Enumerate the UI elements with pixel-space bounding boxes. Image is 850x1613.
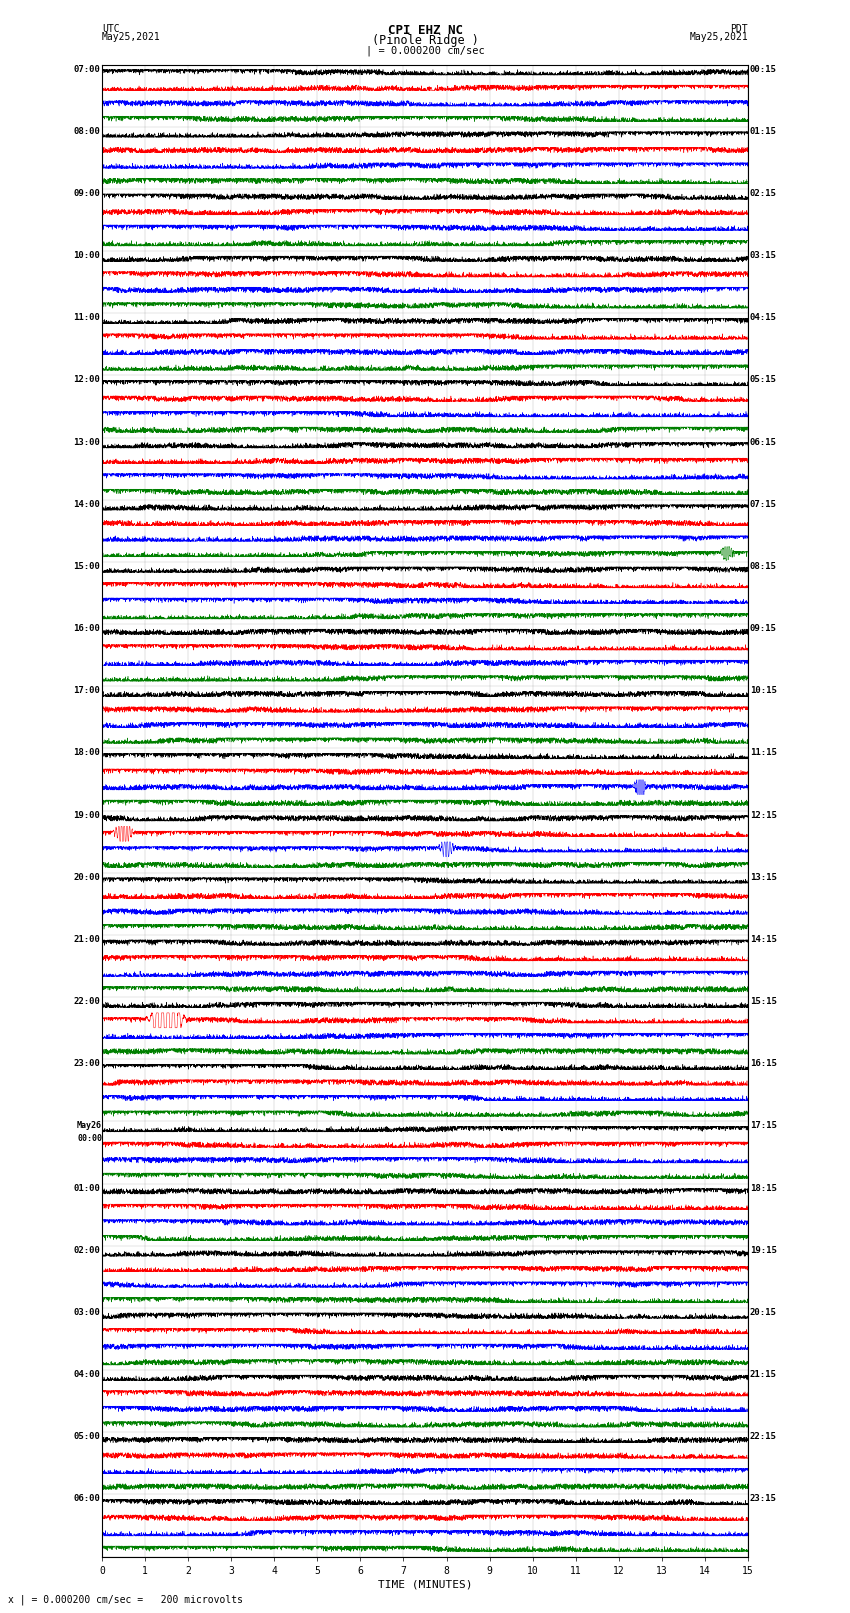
Text: x | = 0.000200 cm/sec =   200 microvolts: x | = 0.000200 cm/sec = 200 microvolts xyxy=(8,1594,243,1605)
Text: May25,2021: May25,2021 xyxy=(102,32,161,42)
Text: 08:15: 08:15 xyxy=(750,561,777,571)
Text: 02:15: 02:15 xyxy=(750,189,777,198)
Text: 08:00: 08:00 xyxy=(73,127,100,135)
Text: 04:00: 04:00 xyxy=(73,1369,100,1379)
Text: 01:15: 01:15 xyxy=(750,127,777,135)
Text: 16:00: 16:00 xyxy=(73,624,100,632)
Text: (Pinole Ridge ): (Pinole Ridge ) xyxy=(371,34,479,47)
Text: 13:15: 13:15 xyxy=(750,873,777,882)
Text: 22:00: 22:00 xyxy=(73,997,100,1007)
Text: 05:15: 05:15 xyxy=(750,376,777,384)
Text: 10:15: 10:15 xyxy=(750,686,777,695)
Text: 04:15: 04:15 xyxy=(750,313,777,323)
Text: UTC: UTC xyxy=(102,24,120,34)
Text: | = 0.000200 cm/sec: | = 0.000200 cm/sec xyxy=(366,45,484,56)
Text: 21:15: 21:15 xyxy=(750,1369,777,1379)
Text: 07:15: 07:15 xyxy=(750,500,777,508)
Text: 15:00: 15:00 xyxy=(73,561,100,571)
Text: 00:00: 00:00 xyxy=(77,1134,102,1144)
Text: 22:15: 22:15 xyxy=(750,1432,777,1440)
Text: 06:00: 06:00 xyxy=(73,1494,100,1503)
Text: 15:15: 15:15 xyxy=(750,997,777,1007)
Text: PDT: PDT xyxy=(730,24,748,34)
Text: 23:15: 23:15 xyxy=(750,1494,777,1503)
Text: May26: May26 xyxy=(77,1121,102,1131)
Text: 18:00: 18:00 xyxy=(73,748,100,758)
Text: 00:15: 00:15 xyxy=(750,65,777,74)
Text: 21:00: 21:00 xyxy=(73,936,100,944)
Text: 10:00: 10:00 xyxy=(73,252,100,260)
Text: 12:15: 12:15 xyxy=(750,810,777,819)
Text: 05:00: 05:00 xyxy=(73,1432,100,1440)
Text: 23:00: 23:00 xyxy=(73,1060,100,1068)
Text: 03:15: 03:15 xyxy=(750,252,777,260)
Text: 06:15: 06:15 xyxy=(750,437,777,447)
Text: 13:00: 13:00 xyxy=(73,437,100,447)
Text: 02:00: 02:00 xyxy=(73,1245,100,1255)
Text: May25,2021: May25,2021 xyxy=(689,32,748,42)
Text: 18:15: 18:15 xyxy=(750,1184,777,1192)
Text: 09:00: 09:00 xyxy=(73,189,100,198)
Text: 14:15: 14:15 xyxy=(750,936,777,944)
Text: 20:15: 20:15 xyxy=(750,1308,777,1316)
Text: 16:15: 16:15 xyxy=(750,1060,777,1068)
Text: 19:00: 19:00 xyxy=(73,810,100,819)
X-axis label: TIME (MINUTES): TIME (MINUTES) xyxy=(377,1579,473,1590)
Text: 12:00: 12:00 xyxy=(73,376,100,384)
Text: CPI EHZ NC: CPI EHZ NC xyxy=(388,24,462,37)
Text: 07:00: 07:00 xyxy=(73,65,100,74)
Text: 17:15: 17:15 xyxy=(750,1121,777,1131)
Text: 09:15: 09:15 xyxy=(750,624,777,632)
Text: 01:00: 01:00 xyxy=(73,1184,100,1192)
Text: 03:00: 03:00 xyxy=(73,1308,100,1316)
Text: 19:15: 19:15 xyxy=(750,1245,777,1255)
Text: 11:15: 11:15 xyxy=(750,748,777,758)
Text: 14:00: 14:00 xyxy=(73,500,100,508)
Text: 11:00: 11:00 xyxy=(73,313,100,323)
Text: 17:00: 17:00 xyxy=(73,686,100,695)
Text: 20:00: 20:00 xyxy=(73,873,100,882)
